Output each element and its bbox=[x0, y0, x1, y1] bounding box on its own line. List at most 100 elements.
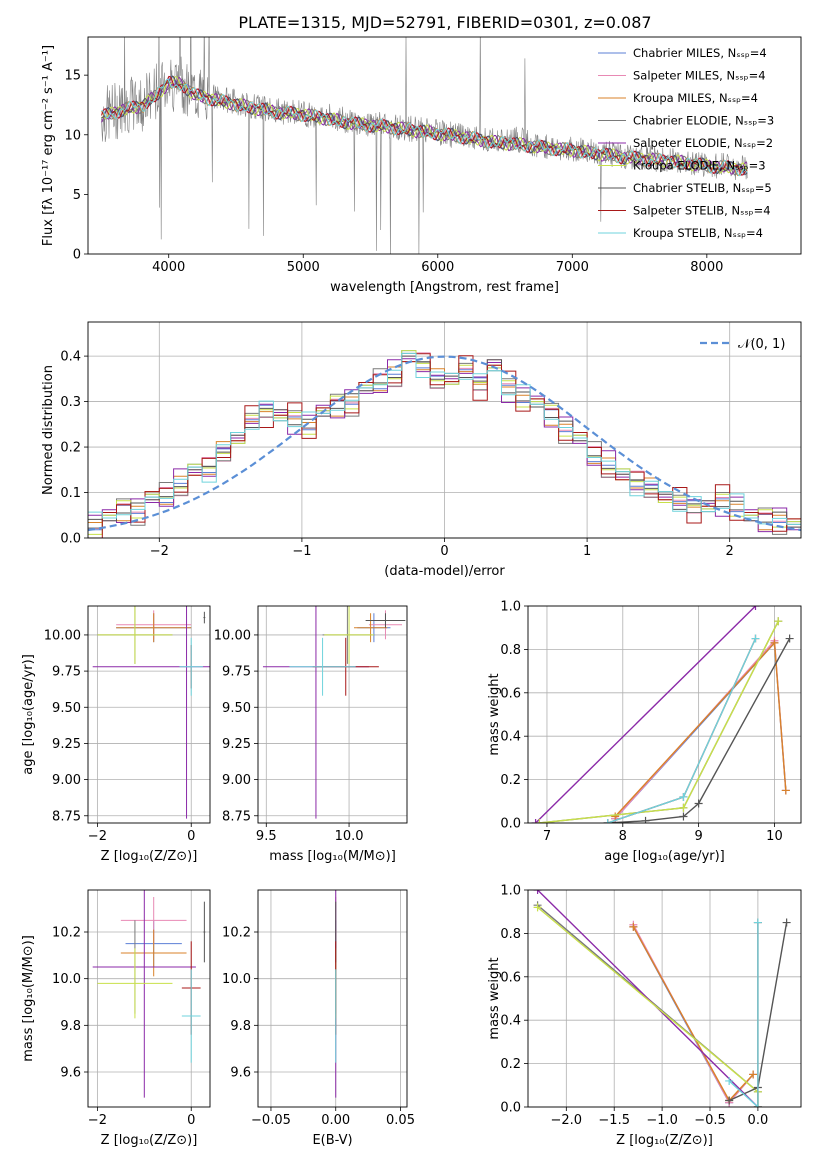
plot-area bbox=[92, 606, 210, 819]
weight-line-kroupa-stelib bbox=[728, 922, 759, 1107]
y-axis-label: Normed distribution bbox=[41, 365, 56, 495]
y-tick-label: 9.25 bbox=[52, 737, 81, 752]
legend-label: 𝒩(0, 1) bbox=[738, 337, 785, 352]
x-tick-label: −2.0 bbox=[551, 1113, 583, 1128]
weight-marker bbox=[611, 812, 620, 821]
weight-line-salpeter-elodie bbox=[537, 890, 759, 1107]
x-tick-label: 1 bbox=[583, 544, 591, 559]
weight-line-kroupa-elodie bbox=[537, 906, 759, 1107]
weight-marker bbox=[725, 1076, 734, 1085]
x-tick-label: 7000 bbox=[556, 260, 589, 275]
weight-marker bbox=[533, 903, 542, 912]
weight-line-salpeter-miles bbox=[614, 639, 787, 820]
weight-line-salpeter-elodie bbox=[535, 606, 756, 823]
weight-marker bbox=[774, 617, 783, 626]
y-tick-label: 10.0 bbox=[222, 972, 251, 987]
panel-weight-vs-age: 7 8 9 10 0.0 0.2 0.4 0.6 0.8 1.0 age [log₁₀(age/yr… bbox=[487, 600, 802, 864]
weight-marker bbox=[629, 922, 638, 931]
y-tick-label: 9.25 bbox=[222, 737, 251, 752]
axes-frame bbox=[527, 605, 802, 824]
y-tick-label: 5 bbox=[73, 188, 81, 203]
y-tick-label: 10.00 bbox=[44, 628, 81, 643]
y-axis-label: mass weight bbox=[487, 673, 502, 755]
y-tick-label: 0 bbox=[73, 248, 81, 263]
weight-marker bbox=[679, 803, 688, 812]
y-tick-label: 0.8 bbox=[500, 643, 521, 658]
histogram-salpeter-stelib bbox=[88, 353, 801, 538]
legend-label: Salpeter MILES, Nₛₛₚ=4 bbox=[633, 69, 766, 83]
y-tick-label: 10.2 bbox=[222, 926, 251, 941]
weight-marker bbox=[679, 792, 688, 801]
y-axis-label: Flux [fλ 10⁻¹⁷ erg cm⁻² s⁻¹ A⁻¹] bbox=[41, 45, 56, 246]
x-tick-label: 2 bbox=[726, 544, 734, 559]
x-tick-label: −1.5 bbox=[598, 1113, 630, 1128]
axes-frame bbox=[87, 36, 802, 255]
x-tick-label: −2 bbox=[88, 1113, 107, 1128]
y-tick-label: 0.0 bbox=[500, 1101, 521, 1116]
legend-label: Kroupa ELODIE, Nₛₛₚ=3 bbox=[633, 159, 766, 173]
y-tick-label: 8.75 bbox=[52, 809, 81, 824]
x-tick-label: 0.00 bbox=[321, 1113, 350, 1128]
x-tick-label: 10.0 bbox=[335, 829, 364, 844]
x-tick-label: 0 bbox=[187, 829, 195, 844]
x-axis-label: (data-model)/error bbox=[384, 564, 505, 579]
y-tick-label: 0.0 bbox=[60, 532, 81, 547]
x-axis-label: Z [log₁₀(Z/Z⊙)] bbox=[101, 1133, 198, 1148]
x-tick-label: 9 bbox=[694, 829, 702, 844]
y-tick-label: 9.6 bbox=[230, 1066, 251, 1081]
figure-title: PLATE=1315, MJD=52791, FIBERID=0301, z=0… bbox=[238, 13, 651, 32]
model-line-chabrier-stelib bbox=[101, 75, 748, 175]
x-tick-label: −2 bbox=[150, 544, 169, 559]
y-axis-label: mass weight bbox=[487, 957, 502, 1039]
y-tick-label: 15 bbox=[64, 69, 81, 84]
y-tick-label: 0.6 bbox=[500, 686, 521, 701]
y-tick-label: 0.4 bbox=[500, 730, 521, 745]
y-axis-label: age [log₁₀(age/yr)] bbox=[21, 654, 36, 775]
x-axis-label: age [log₁₀(age/yr)] bbox=[604, 849, 725, 864]
x-tick-label: 4000 bbox=[152, 260, 185, 275]
weight-marker bbox=[781, 786, 790, 795]
x-tick-label: 6000 bbox=[421, 260, 454, 275]
panel-age-vs-Z: −2 0 8.75 9.00 9.25 9.50 9.75 10.00 Z [log₁₀(Z/Z… bbox=[21, 605, 211, 864]
y-tick-label: 0.6 bbox=[500, 970, 521, 985]
y-tick-label: 1.0 bbox=[500, 884, 521, 899]
y-tick-label: 0.4 bbox=[60, 350, 81, 365]
y-tick-label: 9.8 bbox=[60, 1019, 81, 1034]
y-tick-label: 9.6 bbox=[60, 1066, 81, 1081]
legend-label: Salpeter STELIB, Nₛₛₚ=4 bbox=[633, 204, 771, 218]
y-tick-label: 1.0 bbox=[500, 600, 521, 615]
weight-marker bbox=[753, 918, 762, 927]
x-tick-label: 0.05 bbox=[386, 1113, 415, 1128]
weight-marker bbox=[535, 819, 544, 823]
y-tick-label: 9.00 bbox=[52, 773, 81, 788]
plot-area bbox=[92, 890, 206, 1098]
y-tick-label: 10.2 bbox=[52, 926, 81, 941]
y-tick-label: 0.8 bbox=[500, 927, 521, 942]
model-line-kroupa-elodie bbox=[101, 76, 748, 174]
x-tick-label: 5000 bbox=[287, 260, 320, 275]
plot-area bbox=[101, 37, 748, 254]
weight-marker bbox=[751, 634, 760, 643]
weight-marker bbox=[603, 819, 612, 823]
histogram-chabrier-stelib bbox=[88, 355, 801, 528]
x-tick-label: −1.0 bbox=[646, 1113, 678, 1128]
y-tick-label: 0.1 bbox=[60, 486, 81, 501]
x-tick-label: 8000 bbox=[690, 260, 723, 275]
weight-line-salpeter-miles bbox=[632, 924, 754, 1104]
y-tick-label: 9.50 bbox=[222, 701, 251, 716]
weight-marker bbox=[694, 799, 703, 808]
x-axis-label: E(B-V) bbox=[312, 1133, 352, 1148]
y-tick-label: 9.50 bbox=[52, 701, 81, 716]
x-tick-label: −0.05 bbox=[251, 1113, 291, 1128]
weight-marker bbox=[641, 816, 650, 823]
x-tick-label: 0 bbox=[187, 1113, 195, 1128]
legend: Chabrier MILES, Nₛₛₚ=4 Salpeter MILES, Nₛ… bbox=[598, 46, 774, 240]
y-tick-label: 9.00 bbox=[222, 773, 251, 788]
y-tick-label: 10.0 bbox=[52, 972, 81, 987]
axes-frame bbox=[257, 889, 408, 1108]
histogram-kroupa-stelib bbox=[88, 352, 801, 525]
weight-line-chabrier-miles bbox=[632, 926, 754, 1104]
weight-line-chabrier-elodie bbox=[539, 620, 779, 823]
